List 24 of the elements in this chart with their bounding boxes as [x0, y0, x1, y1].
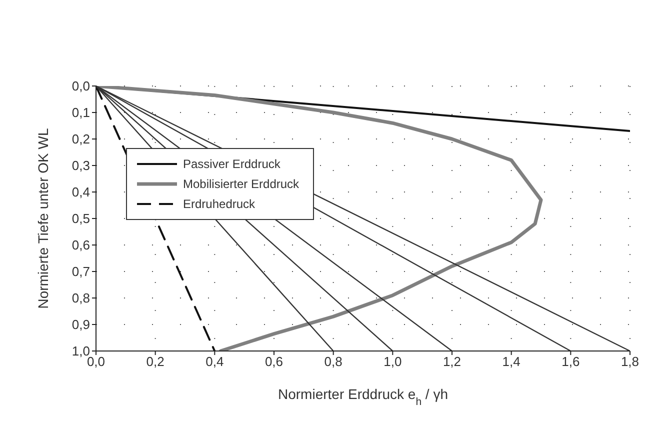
x-tick-label: 1,8: [620, 354, 640, 370]
x-tick-label: 1,4: [502, 354, 520, 370]
x-tick-label: 0,8: [324, 354, 342, 370]
y-tick-label: 0,7: [72, 264, 90, 280]
legend-label: Passiver Erddruck: [183, 157, 280, 171]
y-axis-title: Normierte Tiefe unter OK WL: [35, 128, 51, 309]
y-tick-label: 0,0: [72, 78, 90, 94]
x-tick-label: 0,4: [206, 354, 224, 370]
y-tick-label: 0,9: [72, 317, 90, 332]
y-tick-label: 0,2: [72, 132, 90, 147]
x-tick-label: 0,2: [146, 354, 164, 370]
x-tick-label: 1,6: [562, 354, 580, 370]
x-tick-label: 1,2: [442, 354, 462, 370]
y-tick-label: 0,3: [72, 158, 90, 174]
y-tick-label: 0,1: [72, 105, 90, 120]
legend-label: Erdruhedruck: [183, 197, 256, 211]
y-tick-label: 0,8: [72, 290, 90, 306]
x-tick-label: 0,6: [264, 354, 284, 370]
y-tick-label: 0,5: [72, 211, 90, 226]
y-tick-label: 0,4: [72, 184, 90, 200]
legend-label: Mobilisierter Erddruck: [183, 177, 300, 191]
x-axis-title: Normierter Erddruck e$_{h}$ / γh: [278, 386, 448, 408]
y-tick-label: 0,6: [72, 238, 90, 253]
x-tick-label: 1,0: [384, 354, 402, 370]
